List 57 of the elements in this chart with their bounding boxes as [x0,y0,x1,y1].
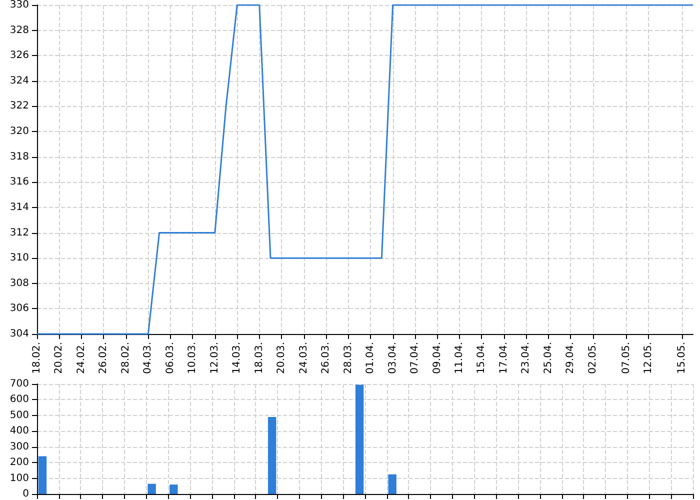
x-tick-label: 15.04. [476,342,488,374]
x-tick-label: 17.04. [498,342,510,374]
x-tick-label: 10.03. [187,342,198,374]
x-tick-label: 12.05. [643,342,654,374]
y-tick-label: 310 [10,252,29,264]
bar [355,384,364,494]
x-tick-label: 12.03. [209,342,220,374]
x-tick-label: 02.05. [587,342,598,374]
x-tick-label: 18.02. [32,342,42,374]
y-tick-label: 306 [10,303,29,314]
y-tick-label: 328 [10,24,29,36]
y-tick-label: 200 [10,457,29,468]
x-tick-label: 20.02. [54,342,65,374]
x-tick-label: 03.04. [387,342,398,374]
x-tick-label: 23.04. [520,342,532,374]
y-tick-label: 318 [10,151,29,162]
x-tick-label: 07.04. [410,342,421,374]
x-tick-label: 28.03. [342,342,354,374]
x-tick-label: 06.03. [164,342,176,374]
x-tick-label: 25.04. [542,342,554,374]
x-tick-label: 11.04. [454,342,466,374]
x-tick-label: 15.05. [676,342,688,374]
y-tick-label: 500 [10,410,29,421]
y-tick-label: 308 [10,278,29,289]
y-tick-label: 330 [10,0,29,10]
y-tick-label: 300 [10,441,29,452]
y-tick-label: 700 [10,378,29,390]
x-tick-label: 07.05. [620,342,632,374]
y-tick-label: 100 [10,472,29,484]
x-tick-label: 01.04. [365,342,376,374]
y-tick-label: 314 [10,202,29,213]
x-tick-label: 04.03. [142,342,154,374]
y-tick-label: 326 [10,50,29,62]
bar [170,484,178,494]
x-tick-label: 18.03. [254,342,265,374]
y-tick-label: 600 [10,394,29,406]
x-tick-label: 28.02. [120,342,132,374]
y-tick-label: 304 [10,328,29,340]
bar [268,417,276,494]
x-tick-label: 14.03. [232,342,243,374]
x-tick-label: 20.03. [276,342,288,374]
x-tick-label: 24.03. [298,342,310,374]
y-tick-label: 320 [10,126,29,138]
y-tick-label: 322 [10,100,29,112]
bar [388,474,396,494]
x-tick-label: 29.04. [565,342,576,374]
y-tick-label: 324 [10,75,29,86]
x-tick-label: 24.02. [76,342,87,374]
x-tick-label: 26.03. [320,342,332,374]
y-tick-label: 0 [22,488,29,500]
x-tick-label: 26.02. [98,342,110,374]
x-tick-label: 09.04. [432,342,443,374]
y-tick-label: 312 [10,227,29,238]
y-tick-label: 316 [10,176,29,188]
bar [148,484,156,494]
y-tick-label: 400 [10,426,29,437]
bar [38,456,47,494]
